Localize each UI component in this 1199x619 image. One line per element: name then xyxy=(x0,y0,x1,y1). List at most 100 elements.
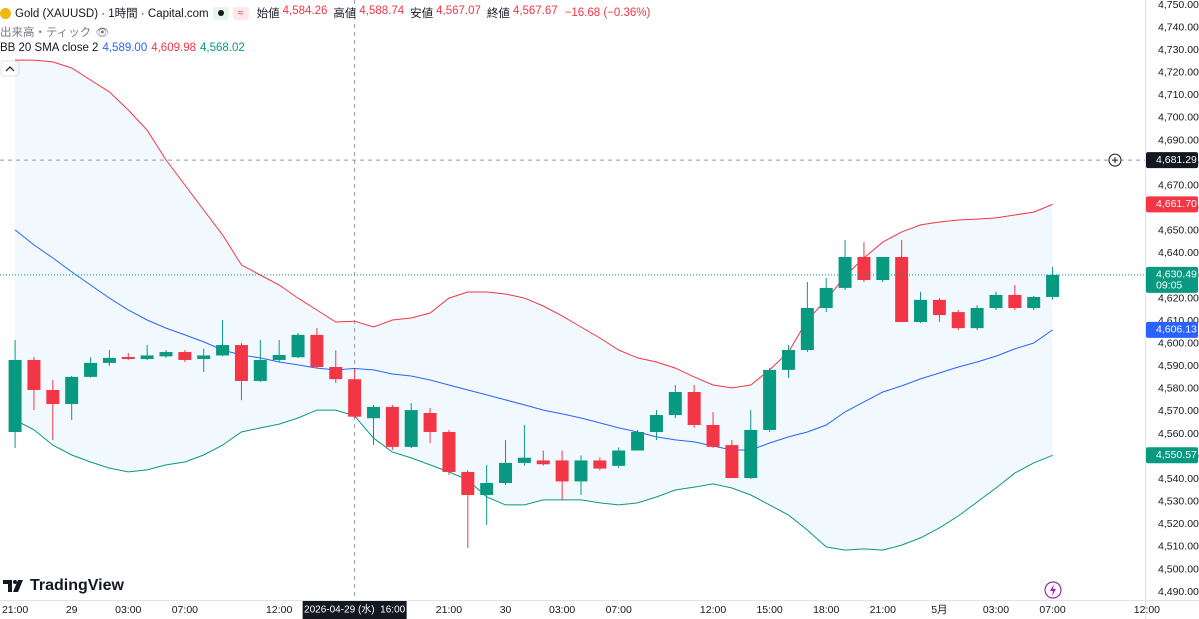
candle-body xyxy=(649,415,663,432)
x-tick-label: 15:00 xyxy=(756,604,782,616)
y-tick-label: 4,700.00 xyxy=(1158,112,1199,124)
y-tick-label: 4,580.00 xyxy=(1158,383,1199,395)
candle-body xyxy=(1027,296,1041,309)
symbol-title[interactable]: Gold (XAUUSD) · 1時間 · Capital.com xyxy=(15,8,209,20)
x-tick-label: 12:00 xyxy=(1134,604,1160,616)
volume-label: 出来高・ティック xyxy=(0,27,92,39)
y-tick-label: 4,640.00 xyxy=(1158,247,1199,259)
candle-body xyxy=(178,352,192,360)
candle-body xyxy=(555,460,569,482)
status-button[interactable] xyxy=(212,6,229,20)
lightning-button[interactable] xyxy=(1044,581,1062,599)
brand: TradingView xyxy=(30,577,125,594)
candle-body xyxy=(140,355,154,360)
plus-icon xyxy=(1112,157,1118,164)
change: −16.68 (−0.36%) xyxy=(564,7,651,19)
y-tick-label: 4,650.00 xyxy=(1158,225,1199,237)
candle-body xyxy=(385,406,399,447)
candle-body xyxy=(593,460,607,469)
visibility-icon[interactable]: 👁 xyxy=(95,26,110,39)
ohlc-label: 始値 xyxy=(256,8,280,20)
x-tick-label: 21:00 xyxy=(870,604,896,616)
ohlc-value: 4,588.74 xyxy=(359,5,405,17)
collapse-icon xyxy=(5,66,15,72)
countdown: 09:05 xyxy=(1156,280,1182,292)
y-tick-label: 4,620.00 xyxy=(1158,292,1199,304)
candle-body xyxy=(631,431,645,451)
y-tick-label: 4,540.00 xyxy=(1158,473,1199,485)
candle-body xyxy=(687,392,701,425)
y-tick-label: 4,670.00 xyxy=(1158,179,1199,191)
ohlc-label: 安値 xyxy=(410,8,434,20)
candle-body xyxy=(574,460,588,482)
y-tick-label: 4,560.00 xyxy=(1158,428,1199,440)
indicator-upper: 4,609.98 xyxy=(151,42,196,54)
indicator-basis: 4,589.00 xyxy=(102,42,148,54)
collapse-button[interactable] xyxy=(0,60,20,77)
logo-dot xyxy=(13,580,17,584)
candle-body xyxy=(272,354,286,360)
logo-icon xyxy=(3,580,23,592)
candle-body xyxy=(668,392,682,416)
y-tick-label: 4,600.00 xyxy=(1158,337,1199,349)
y-tick-label: 4,510.00 xyxy=(1158,541,1199,553)
candle-body xyxy=(159,352,173,357)
collapse-box[interactable] xyxy=(0,60,20,77)
crosshair-time-label: 2026-04-29 (水) 16:00 xyxy=(304,604,406,616)
ohlc-value: 4,567.67 xyxy=(512,5,558,17)
x-tick-label: 12:00 xyxy=(266,604,292,616)
candle-body xyxy=(876,256,890,281)
ohlc-value: 4,584.26 xyxy=(282,5,328,17)
y-tick-label: 4,520.00 xyxy=(1158,518,1199,530)
indicator-name[interactable]: BB 20 SMA close 2 xyxy=(0,42,99,54)
candle-body xyxy=(310,334,324,367)
candle-body xyxy=(744,429,758,479)
price-label: 4,606.13 xyxy=(1156,324,1197,336)
candle-body xyxy=(932,299,946,316)
candle-body xyxy=(819,287,833,309)
volume-row: 出来高・ティック 👁 xyxy=(0,24,109,40)
y-tick-label: 4,750.00 xyxy=(1158,0,1199,11)
candle-body xyxy=(442,431,456,472)
x-tick-label: 21:00 xyxy=(436,604,462,616)
candle-body xyxy=(499,462,513,484)
crosshair-time-box xyxy=(302,601,407,619)
candle-body xyxy=(216,345,230,356)
candle-body xyxy=(970,308,984,329)
candle-body xyxy=(197,355,211,360)
x-tick-label: 03:00 xyxy=(115,604,141,616)
add-alert-button[interactable] xyxy=(1108,153,1122,167)
x-tick-label: 29 xyxy=(66,604,78,616)
logo: TradingView xyxy=(3,577,125,594)
candle-body xyxy=(857,256,871,281)
candle-body xyxy=(895,256,909,323)
candle-body xyxy=(348,379,362,417)
candle-body xyxy=(951,312,965,329)
bb-line xyxy=(15,59,1053,389)
candle-body xyxy=(480,483,494,495)
candle-body xyxy=(517,457,531,463)
candle-body xyxy=(612,450,626,466)
indicator-row: BB 20 SMA close 2 4,589.00 4,609.98 4,56… xyxy=(0,42,245,54)
y-tick-label: 4,530.00 xyxy=(1158,496,1199,508)
y-tick-label: 4,570.00 xyxy=(1158,405,1199,417)
candle-body xyxy=(291,334,305,358)
price-label-box xyxy=(1146,447,1198,464)
header-row: Gold (XAUUSD) · 1時間 · Capital.com ≈ 始値 4,… xyxy=(0,5,650,21)
y-tick-label: 4,730.00 xyxy=(1158,44,1199,56)
ohlc-value: 4,567.07 xyxy=(436,5,481,17)
candle-body xyxy=(27,359,41,390)
candle-body xyxy=(800,308,814,351)
candle-body xyxy=(84,362,98,377)
price-label: 4,550.57 xyxy=(1156,449,1197,461)
x-tick-label: 07:00 xyxy=(1039,604,1065,616)
bb-line xyxy=(14,409,1053,551)
delay-button[interactable]: ≈ xyxy=(232,6,249,20)
price-label: 4,661.70 xyxy=(1156,198,1197,210)
candle-body xyxy=(234,345,248,381)
price-label: 4,630.49 xyxy=(1156,269,1197,281)
x-tick-label: 18:00 xyxy=(813,604,839,616)
symbol-icon xyxy=(0,7,11,19)
